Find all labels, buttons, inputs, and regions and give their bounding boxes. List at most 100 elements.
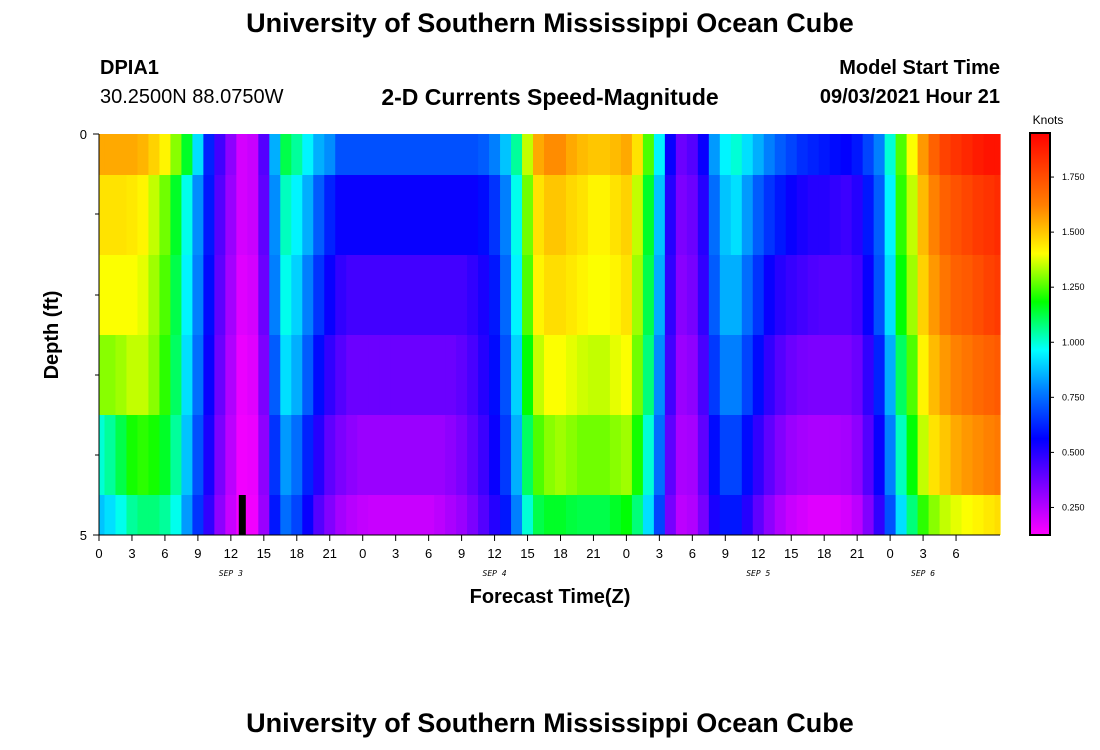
heatmap-cell [104, 415, 117, 495]
heatmap-cell [554, 134, 567, 175]
heatmap-cell [818, 175, 831, 255]
heatmap-cell [401, 175, 413, 255]
heatmap-cell [664, 495, 677, 535]
heatmap-cell [203, 255, 215, 335]
heatmap-cell [983, 255, 996, 335]
heatmap-cell [192, 415, 204, 495]
heatmap-cell [642, 175, 655, 255]
heatmap-cell [170, 134, 183, 175]
heatmap-cell [544, 134, 556, 175]
heatmap-cell [533, 255, 545, 335]
heatmap-cell [324, 415, 336, 495]
heatmap-cell [511, 134, 523, 175]
heatmap-cell [126, 255, 139, 335]
heatmap-cell [324, 495, 336, 535]
heatmap-cell [741, 175, 754, 255]
heatmap-cell [357, 415, 369, 495]
heatmap-cell [489, 495, 501, 535]
heatmap-cell [763, 495, 776, 535]
heatmap-cell [511, 175, 523, 255]
x-tick-label: 6 [161, 546, 168, 561]
heatmap-cell [961, 415, 974, 495]
heatmap-cell [335, 495, 347, 535]
heatmap-cell [533, 415, 545, 495]
heatmap-cell [642, 255, 655, 335]
heatmap-cell [752, 415, 765, 495]
heatmap-cell [511, 495, 523, 535]
heatmap-cell [434, 134, 446, 175]
heatmap-cell [390, 255, 402, 335]
x-tick-label: 21 [850, 546, 864, 561]
heatmap-cell [511, 415, 523, 495]
heatmap-cell [269, 175, 281, 255]
heatmap-cell [236, 255, 248, 335]
heatmap-cell [675, 175, 688, 255]
heatmap-cell [181, 255, 193, 335]
heatmap-cell [379, 175, 391, 255]
x-tick-label: 15 [257, 546, 271, 561]
footer-title: University of Southern Mississippi Ocean… [246, 708, 854, 738]
heatmap-cell [708, 255, 721, 335]
heatmap-cell [675, 134, 688, 175]
heatmap-cell [785, 415, 798, 495]
heatmap-cell [390, 335, 402, 415]
heatmap-cell [544, 255, 556, 335]
heatmap-cell [928, 335, 941, 415]
heatmap-cell [335, 255, 347, 335]
heatmap-cell [917, 415, 930, 495]
heatmap-cell [741, 335, 754, 415]
heatmap-cell [544, 175, 556, 255]
heatmap-cell [851, 335, 864, 415]
heatmap-cell [950, 134, 963, 175]
heatmap-cell [598, 335, 611, 415]
heatmap-cell [104, 495, 117, 535]
heatmap-cell [576, 415, 589, 495]
heatmap-cell [697, 415, 710, 495]
heatmap-cell [258, 415, 270, 495]
colorbar-unit-label: Knots [1033, 113, 1064, 127]
heatmap-cell [423, 175, 435, 255]
heatmap-cell [148, 495, 161, 535]
heatmap-cell [686, 415, 699, 495]
heatmap-cell [467, 134, 479, 175]
heatmap-cell [115, 335, 128, 415]
heatmap-cell [983, 134, 996, 175]
heatmap-cell [818, 415, 831, 495]
heatmap-cell [708, 134, 721, 175]
x-tick-label: 3 [919, 546, 926, 561]
heatmap-cell [445, 255, 457, 335]
heatmap-cell [302, 495, 314, 535]
heatmap-cell [269, 255, 281, 335]
heatmap-cell [950, 255, 963, 335]
heatmap-cell [961, 255, 974, 335]
heatmap-cell [653, 134, 666, 175]
heatmap-cell [675, 495, 688, 535]
heatmap-cell [302, 335, 314, 415]
heatmap-cell [576, 335, 589, 415]
heatmap-cell [181, 134, 193, 175]
x-tick-label: 3 [656, 546, 663, 561]
heatmap-cell [214, 134, 226, 175]
heatmap-cell [137, 335, 150, 415]
heatmap-cell [456, 495, 468, 535]
heatmap-cell [851, 175, 864, 255]
heatmap-cell [972, 415, 985, 495]
heatmap-cell [906, 415, 919, 495]
heatmap-cell [763, 175, 776, 255]
heatmap-cell [357, 134, 369, 175]
heatmap-cell [587, 175, 600, 255]
heatmap-cell [126, 415, 139, 495]
heatmap-cell [368, 415, 380, 495]
station-coordinates: 30.2500N 88.0750W [100, 86, 284, 108]
heatmap-cell [379, 415, 391, 495]
heatmap-cell [642, 415, 655, 495]
heatmap-cell [620, 335, 633, 415]
heatmap-cell [994, 495, 1001, 535]
heatmap-cell [840, 255, 853, 335]
heatmap-cell [653, 335, 666, 415]
heatmap-cell [862, 255, 875, 335]
heatmap-cell [774, 255, 787, 335]
heatmap-cell [818, 134, 831, 175]
heatmap-cell [983, 175, 996, 255]
heatmap-cell [763, 255, 776, 335]
